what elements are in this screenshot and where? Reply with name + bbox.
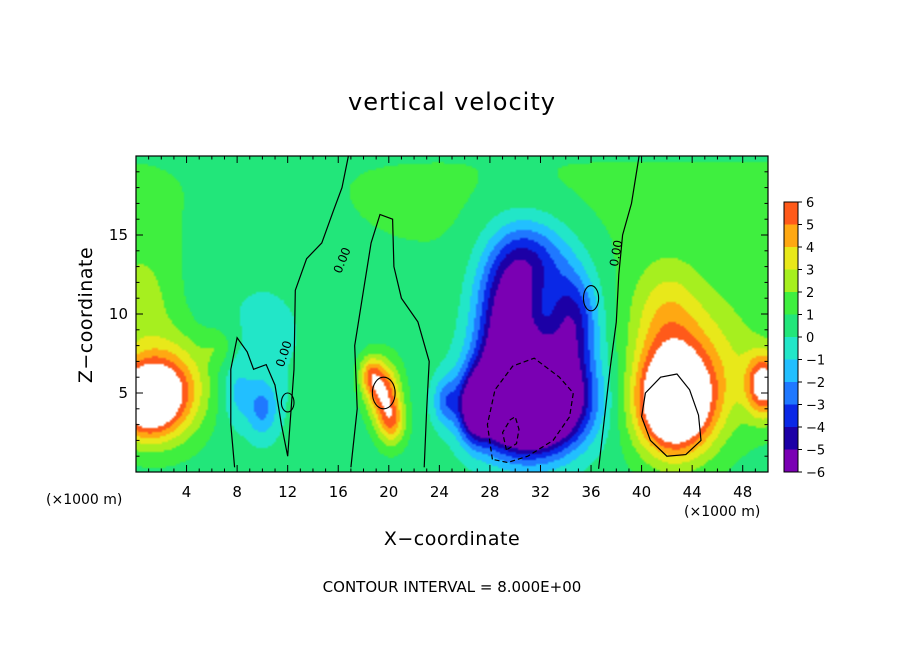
colorbar-swatch [784,269,798,293]
x-axis-unit-right: (×1000 m) [684,504,761,520]
x-tick-label: 40 [632,483,651,501]
contour-loop-1 [371,376,396,410]
colorbar-swatch [784,427,798,450]
colorbar-label: 1 [806,309,814,324]
colorbar-swatch [784,382,798,405]
colorbar-swatch [784,247,798,270]
contour-loop-3 [582,285,600,312]
colorbar-swatch [784,449,798,473]
y-axis-label: Z−coordinate [75,246,97,384]
x-tick-label: 28 [480,483,499,501]
x-tick-label: 8 [232,483,242,501]
x-tick-label: 20 [379,483,398,501]
colorbar-swatch [784,292,798,315]
colorbar-label: 5 [806,219,814,234]
colorbar-label: 4 [806,241,814,256]
colorbar-label: 2 [806,286,814,301]
x-axis-ticks: 4 8 12 16 20 24 28 32 36 40 44 48 [135,156,769,501]
contour-8-right [640,373,702,457]
colorbar-label: 3 [806,264,814,279]
zero-contour-mid [350,213,430,468]
y-tick-label: 5 [118,384,128,402]
plot-area: 0.000.000.00 [136,156,768,472]
x-axis-label: X−coordinate [383,528,521,550]
colorbar-swatch [784,314,798,338]
colorbar-label: 6 [806,196,814,211]
zero-contour-lines [230,156,702,469]
x-tick-label: 12 [278,483,297,501]
colorbar-label: 0 [806,331,814,346]
colorbar-label: −1 [806,354,825,369]
colorbar: 6 5 4 3 2 1 0 −1 −2 −3 −4 −5 −6 [783,196,825,481]
zero-contour-left [230,156,349,468]
colorbar-swatch [784,224,798,248]
colorbar-label: −5 [806,444,825,459]
colorbar-label: −3 [806,399,825,414]
colorbar-swatch [784,202,798,225]
colorbar-label: −2 [806,376,825,391]
colorbar-swatch [784,337,798,360]
contour-label-3: 0.00 [607,239,625,268]
chart-title: vertical velocity [348,88,556,116]
x-tick-label: 44 [683,483,702,501]
colorbar-label: −4 [806,421,825,436]
x-tick-label: 16 [329,483,348,501]
contour-neg16-core [501,415,520,451]
x-tick-label: 32 [531,483,550,501]
contour-neg8-core [486,357,574,464]
zero-contour-right [598,156,640,469]
contour-loop-2 [280,392,295,413]
y-axis-ticks: 5 10 15 [109,171,768,457]
colorbar-swatch [784,404,798,428]
x-tick-label: 24 [430,483,449,501]
x-tick-label: 48 [733,483,752,501]
velocity-field-heatmap [136,156,768,472]
x-axis-unit-left: (×1000 m) [46,492,123,508]
x-tick-label: 36 [581,483,600,501]
contour-interval-note: CONTOUR INTERVAL = 8.000E+00 [322,578,582,596]
y-tick-label: 10 [109,305,128,323]
colorbar-label: −6 [806,466,825,481]
x-tick-label: 4 [182,483,192,501]
y-tick-label: 15 [109,226,128,244]
colorbar-swatch [784,359,798,383]
